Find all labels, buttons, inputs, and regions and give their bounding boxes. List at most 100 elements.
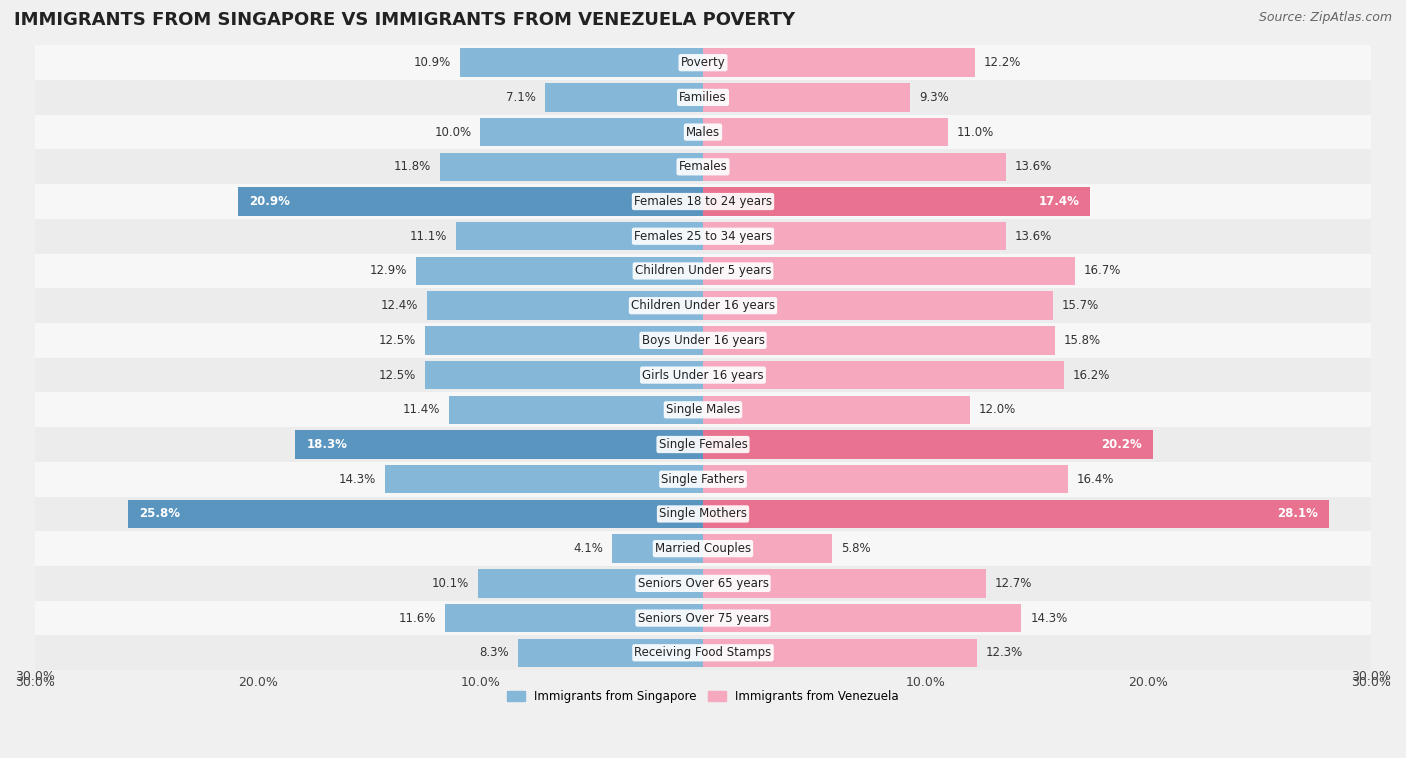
Text: 11.4%: 11.4% — [404, 403, 440, 416]
Text: 12.9%: 12.9% — [370, 265, 406, 277]
Bar — [546, 83, 703, 111]
Bar — [703, 152, 1005, 181]
Bar — [460, 49, 703, 77]
Text: Seniors Over 75 years: Seniors Over 75 years — [637, 612, 769, 625]
Bar — [703, 187, 1091, 216]
Text: Children Under 16 years: Children Under 16 years — [631, 299, 775, 312]
Text: 5.8%: 5.8% — [841, 542, 870, 555]
Text: 13.6%: 13.6% — [1015, 230, 1052, 243]
Text: Source: ZipAtlas.com: Source: ZipAtlas.com — [1258, 11, 1392, 24]
Bar — [416, 257, 703, 285]
Bar — [703, 396, 970, 424]
Text: 11.8%: 11.8% — [394, 160, 432, 174]
Text: 16.2%: 16.2% — [1073, 368, 1109, 381]
Text: IMMIGRANTS FROM SINGAPORE VS IMMIGRANTS FROM VENEZUELA POVERTY: IMMIGRANTS FROM SINGAPORE VS IMMIGRANTS … — [14, 11, 796, 30]
Bar — [35, 496, 1371, 531]
Text: 12.7%: 12.7% — [994, 577, 1032, 590]
Bar — [481, 118, 703, 146]
Text: Girls Under 16 years: Girls Under 16 years — [643, 368, 763, 381]
Text: Females: Females — [679, 160, 727, 174]
Text: 20.9%: 20.9% — [249, 195, 290, 208]
Text: 13.6%: 13.6% — [1015, 160, 1052, 174]
Bar — [35, 254, 1371, 288]
Bar — [35, 184, 1371, 219]
Bar — [703, 49, 974, 77]
Text: 10.1%: 10.1% — [432, 577, 470, 590]
Text: 14.3%: 14.3% — [1031, 612, 1067, 625]
Bar — [35, 601, 1371, 635]
Text: Males: Males — [686, 126, 720, 139]
Text: 16.7%: 16.7% — [1084, 265, 1121, 277]
Bar — [703, 118, 948, 146]
Bar — [703, 291, 1053, 320]
Bar — [703, 500, 1329, 528]
Bar — [703, 361, 1064, 390]
Bar — [444, 604, 703, 632]
Bar — [295, 431, 703, 459]
Text: Boys Under 16 years: Boys Under 16 years — [641, 334, 765, 347]
Text: 7.1%: 7.1% — [506, 91, 536, 104]
Text: 10.0%: 10.0% — [434, 126, 471, 139]
Text: Children Under 5 years: Children Under 5 years — [634, 265, 772, 277]
Text: 17.4%: 17.4% — [1039, 195, 1080, 208]
Text: 12.4%: 12.4% — [381, 299, 418, 312]
Bar — [449, 396, 703, 424]
Bar — [238, 187, 703, 216]
Text: Single Females: Single Females — [658, 438, 748, 451]
Text: Single Mothers: Single Mothers — [659, 507, 747, 521]
Text: Females 18 to 24 years: Females 18 to 24 years — [634, 195, 772, 208]
Text: 12.3%: 12.3% — [986, 647, 1024, 659]
Text: 12.5%: 12.5% — [378, 368, 416, 381]
Text: 11.1%: 11.1% — [409, 230, 447, 243]
Text: 4.1%: 4.1% — [572, 542, 603, 555]
Bar — [703, 604, 1021, 632]
Bar — [35, 114, 1371, 149]
Bar — [519, 638, 703, 667]
Text: 14.3%: 14.3% — [339, 473, 375, 486]
Bar — [703, 83, 910, 111]
Bar — [703, 534, 832, 563]
Text: 25.8%: 25.8% — [139, 507, 180, 521]
Bar — [478, 569, 703, 597]
Text: 16.4%: 16.4% — [1077, 473, 1115, 486]
Text: 12.5%: 12.5% — [378, 334, 416, 347]
Text: 11.6%: 11.6% — [398, 612, 436, 625]
Text: Married Couples: Married Couples — [655, 542, 751, 555]
Bar — [703, 257, 1076, 285]
Text: Poverty: Poverty — [681, 56, 725, 69]
Bar — [35, 428, 1371, 462]
Bar — [425, 326, 703, 355]
Text: 12.0%: 12.0% — [979, 403, 1017, 416]
Text: 12.2%: 12.2% — [984, 56, 1021, 69]
Bar — [703, 569, 986, 597]
Bar — [35, 462, 1371, 496]
Bar — [703, 326, 1054, 355]
Text: 10.9%: 10.9% — [415, 56, 451, 69]
Bar — [35, 393, 1371, 428]
Bar — [35, 358, 1371, 393]
Text: 15.8%: 15.8% — [1064, 334, 1101, 347]
Bar — [35, 635, 1371, 670]
Text: 9.3%: 9.3% — [920, 91, 949, 104]
Bar — [703, 638, 977, 667]
Bar — [703, 465, 1069, 493]
Text: 15.7%: 15.7% — [1062, 299, 1098, 312]
Bar — [385, 465, 703, 493]
Text: Single Males: Single Males — [666, 403, 740, 416]
Text: Seniors Over 65 years: Seniors Over 65 years — [637, 577, 769, 590]
Bar — [128, 500, 703, 528]
Text: 30.0%: 30.0% — [1351, 670, 1391, 683]
Text: 11.0%: 11.0% — [957, 126, 994, 139]
Text: 30.0%: 30.0% — [15, 670, 55, 683]
Bar — [35, 288, 1371, 323]
Text: 18.3%: 18.3% — [307, 438, 347, 451]
Text: Females 25 to 34 years: Females 25 to 34 years — [634, 230, 772, 243]
Bar — [35, 149, 1371, 184]
Bar — [35, 45, 1371, 80]
Bar — [35, 323, 1371, 358]
Text: Families: Families — [679, 91, 727, 104]
Text: 8.3%: 8.3% — [479, 647, 509, 659]
Text: 28.1%: 28.1% — [1277, 507, 1317, 521]
Bar — [456, 222, 703, 250]
Bar — [35, 531, 1371, 566]
